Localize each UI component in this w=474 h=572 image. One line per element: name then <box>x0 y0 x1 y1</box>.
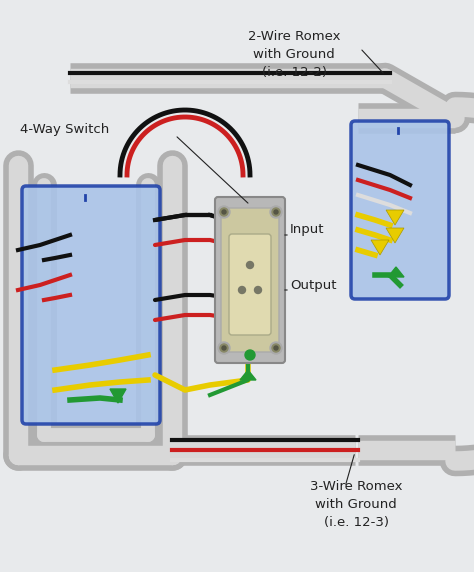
Circle shape <box>218 206 230 218</box>
Polygon shape <box>110 389 126 403</box>
Circle shape <box>222 346 226 350</box>
Polygon shape <box>388 267 404 277</box>
FancyBboxPatch shape <box>22 186 160 424</box>
Text: 3-Wire Romex
with Ground
(i.e. 12-3): 3-Wire Romex with Ground (i.e. 12-3) <box>310 480 402 529</box>
Circle shape <box>218 342 230 354</box>
Text: 2-Wire Romex
with Ground
(i.e. 12-2): 2-Wire Romex with Ground (i.e. 12-2) <box>248 30 340 79</box>
Circle shape <box>222 210 226 214</box>
Circle shape <box>238 287 246 293</box>
FancyBboxPatch shape <box>229 234 271 335</box>
FancyBboxPatch shape <box>221 208 279 352</box>
Circle shape <box>270 206 282 218</box>
Text: 4-Way Switch: 4-Way Switch <box>20 124 109 137</box>
Text: Input: Input <box>290 224 325 236</box>
Polygon shape <box>240 370 256 380</box>
Circle shape <box>270 342 282 354</box>
Polygon shape <box>371 240 389 255</box>
Circle shape <box>274 210 278 214</box>
Polygon shape <box>386 228 404 243</box>
Polygon shape <box>386 210 404 225</box>
Circle shape <box>220 208 228 216</box>
Circle shape <box>272 344 280 352</box>
Circle shape <box>246 261 254 268</box>
FancyBboxPatch shape <box>215 197 285 363</box>
Circle shape <box>274 346 278 350</box>
Circle shape <box>255 287 262 293</box>
FancyBboxPatch shape <box>351 121 449 299</box>
Circle shape <box>220 344 228 352</box>
Text: Output: Output <box>290 279 337 292</box>
Circle shape <box>245 350 255 360</box>
Circle shape <box>272 208 280 216</box>
